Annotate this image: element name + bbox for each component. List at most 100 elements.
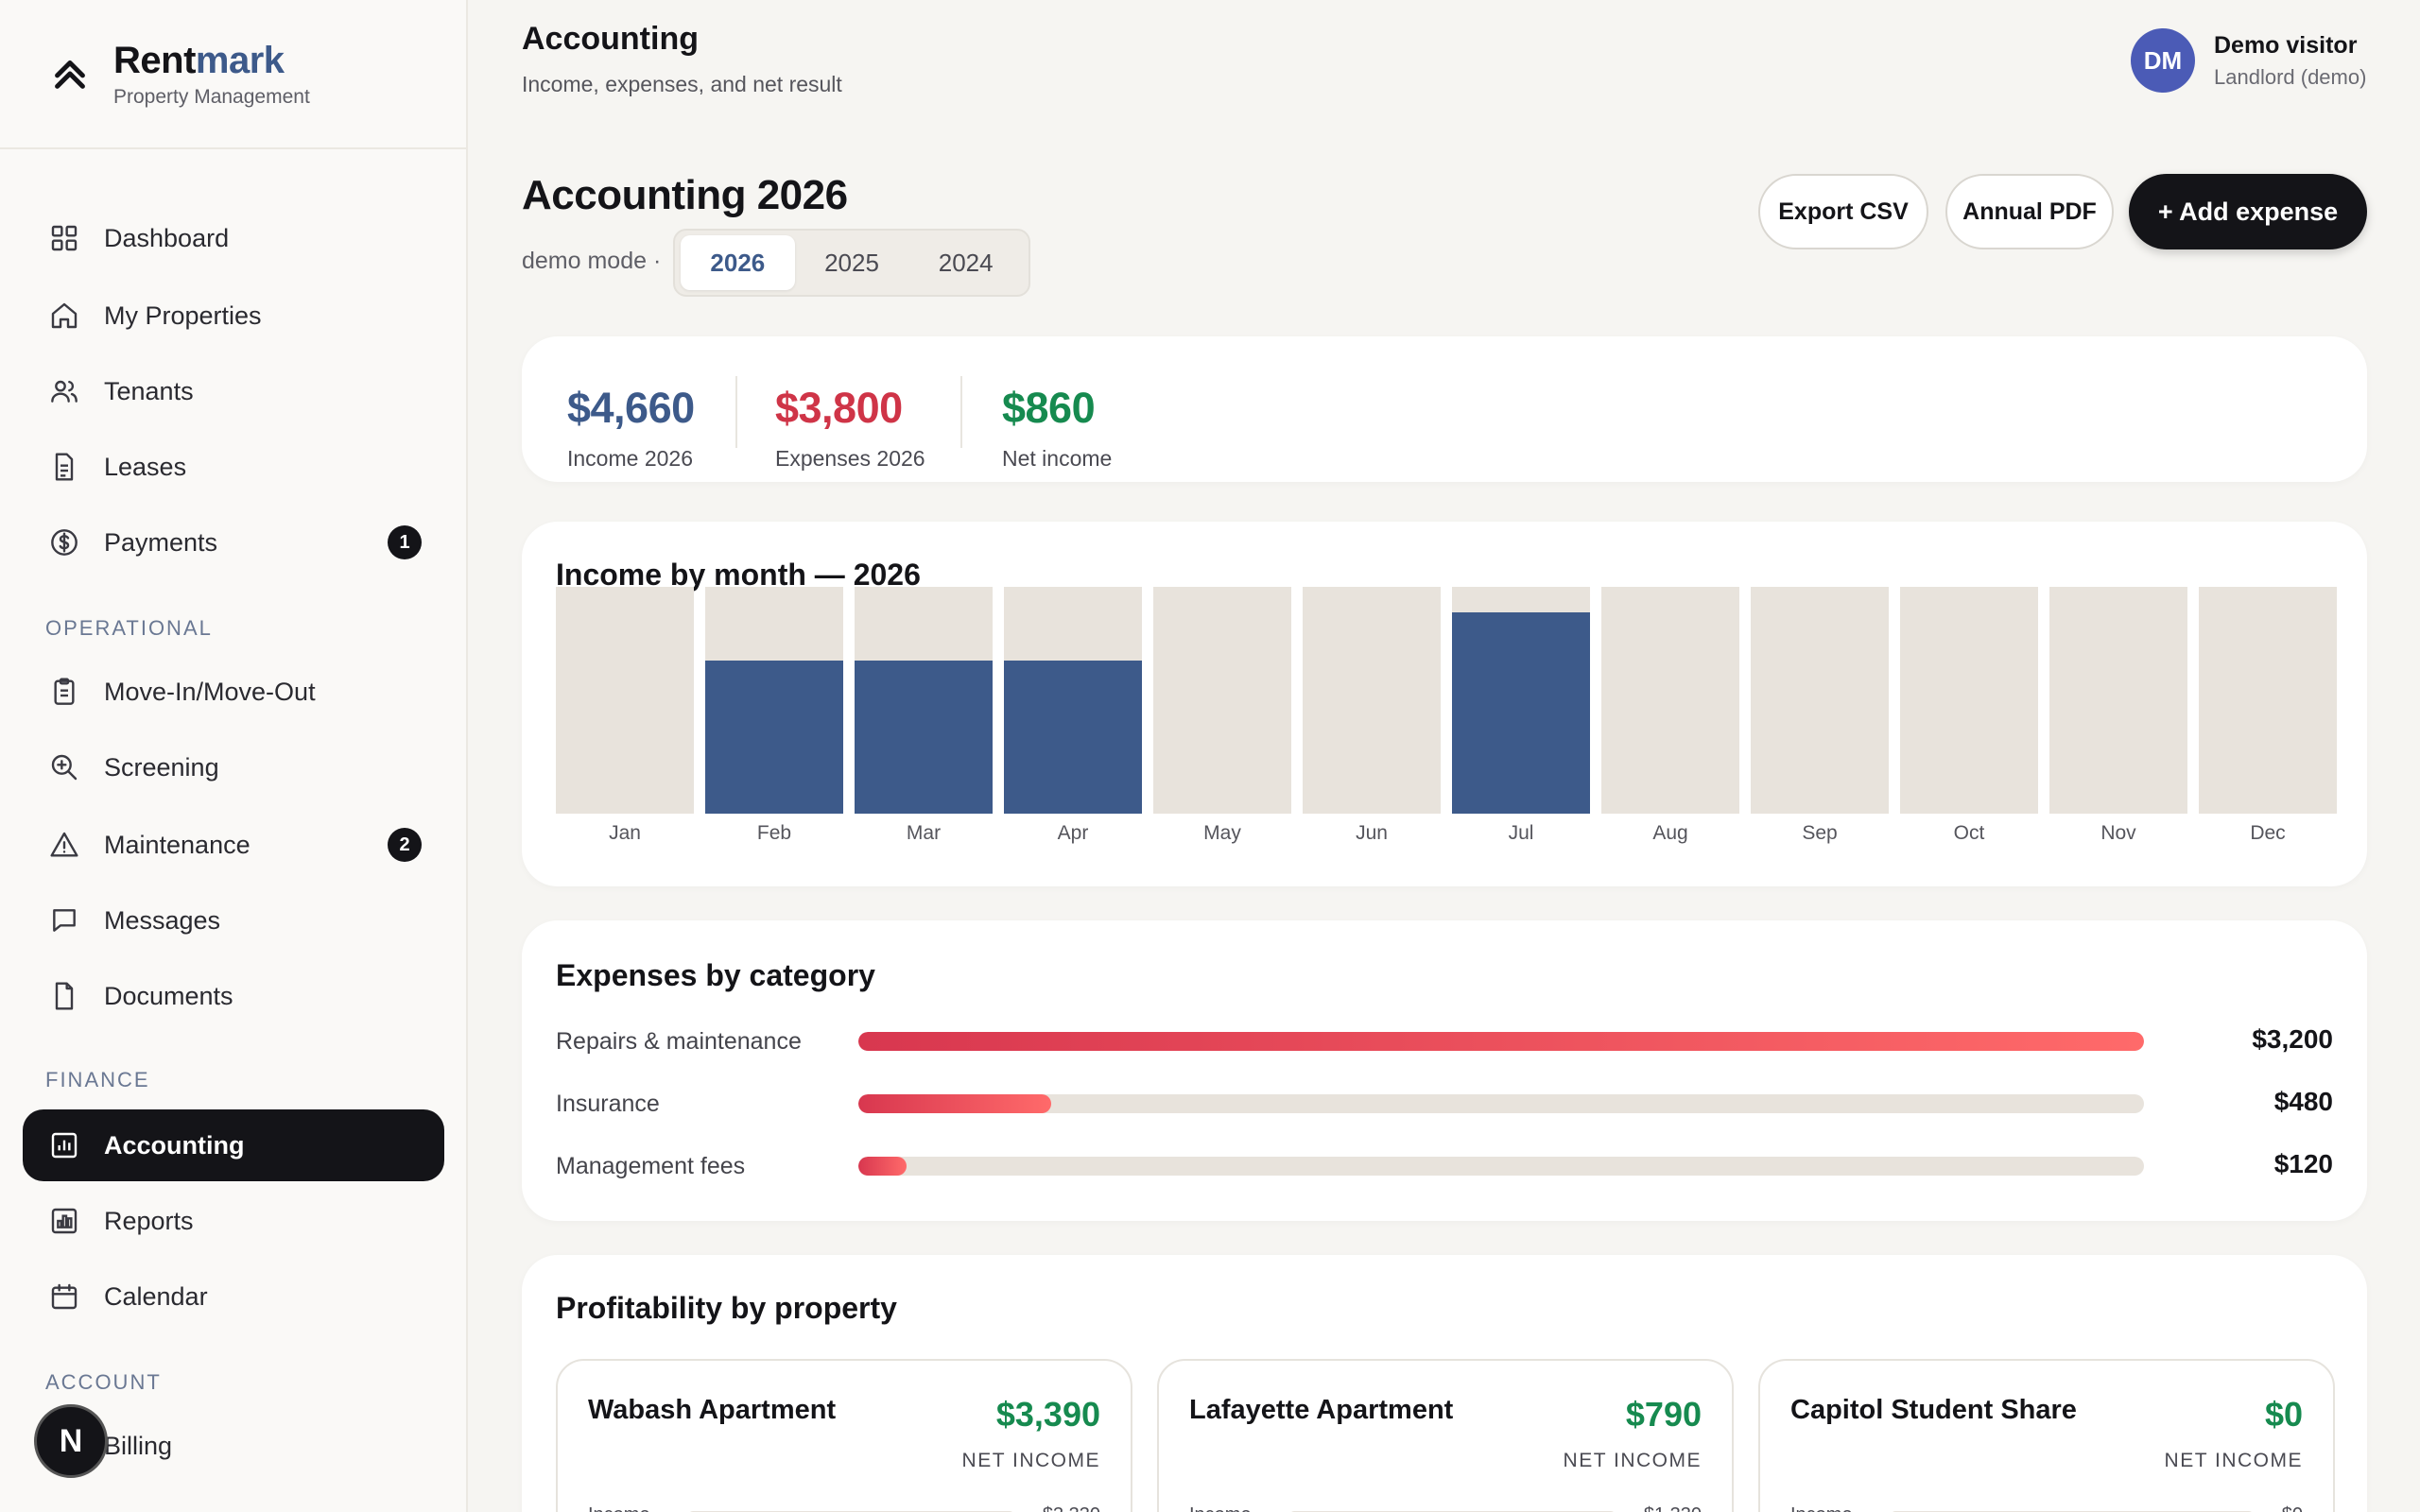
sidebar-item-label: Messages [104, 905, 221, 935]
month-label: May [1203, 822, 1241, 844]
property-card-lafayette[interactable]: Lafayette Apartment $790 NET INCOME Inco… [1157, 1359, 1734, 1512]
sidebar-item-label: Payments [104, 527, 218, 557]
search-plus-icon [48, 751, 80, 783]
net-income-label: NET INCOME [2164, 1450, 2303, 1471]
sidebar-item-messages[interactable]: Messages [23, 885, 444, 956]
category-label: Repairs & maintenance [556, 1028, 802, 1055]
section-label-finance: FINANCE [45, 1068, 150, 1091]
kpi-label: Net income [1002, 446, 1113, 471]
property-name: Lafayette Apartment [1189, 1395, 1454, 1425]
sidebar-item-screening[interactable]: Screening [23, 731, 444, 803]
message-icon [48, 904, 80, 936]
brand-subtitle: Property Management [113, 85, 310, 108]
property-income-row: Income $0 [1790, 1504, 2303, 1512]
brand[interactable]: Rentmark Property Management [0, 0, 466, 149]
month-label: Feb [756, 822, 792, 844]
row-value: $0 [2282, 1504, 2303, 1512]
kpi-label: Income 2026 [567, 446, 693, 471]
sidebar-item-dashboard[interactable]: Dashboard [23, 202, 444, 274]
accounting-title: Accounting 2026 [522, 172, 848, 218]
user-name: Demo visitor [2214, 31, 2358, 59]
brand-name: Rentmark [113, 39, 285, 81]
users-icon [48, 375, 80, 407]
sidebar-item-leases[interactable]: Leases [23, 431, 444, 503]
property-card-capitol[interactable]: Capitol Student Share $0 NET INCOME Inco… [1758, 1359, 2335, 1512]
sidebar-item-payments[interactable]: Payments 1 [23, 507, 444, 578]
sidebar-item-label: Leases [104, 452, 187, 481]
sidebar-item-maintenance[interactable]: Maintenance 2 [23, 809, 444, 881]
month-label: Mar [906, 822, 942, 844]
clipboard-icon [48, 676, 80, 708]
sidebar-item-calendar[interactable]: Calendar [23, 1261, 444, 1332]
month-label: Sep [1802, 822, 1838, 844]
month-label: Nov [2100, 822, 2136, 844]
category-value: $120 [2273, 1149, 2333, 1178]
month-label: Jan [609, 822, 641, 844]
month-label: Jun [1356, 822, 1388, 844]
kpi-value: $3,800 [775, 384, 903, 432]
sidebar-item-label: Move-In/Move-Out [104, 677, 316, 706]
sidebar-item-label: Documents [104, 981, 233, 1010]
grid-icon [48, 222, 80, 254]
sidebar-item-label: Billing [104, 1431, 173, 1460]
annual-pdf-button[interactable]: Annual PDF [1945, 174, 2114, 249]
property-net-income: $790 [1625, 1395, 1702, 1434]
kpi-card: $4,660 Income 2026 $3,800 Expenses 2026 … [522, 336, 2367, 482]
dev-tools-button[interactable]: N [34, 1404, 108, 1478]
category-bar [858, 1032, 2144, 1051]
demo-mode-label: demo mode · [522, 248, 662, 274]
kpi-value: $860 [1002, 384, 1096, 432]
add-expense-button[interactable]: + Add expense [2129, 174, 2367, 249]
sidebar-item-label: Maintenance [104, 830, 251, 859]
row-label: Income [588, 1504, 650, 1512]
month-label: Dec [2250, 822, 2286, 844]
sidebar-item-move-in-move-out[interactable]: Move-In/Move-Out [23, 656, 444, 728]
kpi-label: Expenses 2026 [775, 446, 925, 471]
row-value: $1,330 [1644, 1504, 1702, 1512]
property-income-row: Income $1,330 [1189, 1504, 1702, 1512]
document-icon [48, 451, 80, 483]
tab-year-2026[interactable]: 2026 [681, 235, 795, 290]
net-income-label: NET INCOME [961, 1450, 1100, 1471]
kpi-income: $4,660 Income 2026 [567, 384, 695, 472]
expenses-title: Expenses by category [556, 958, 875, 992]
property-name: Capitol Student Share [1790, 1395, 2077, 1425]
property-income-row: Income $3,330 [588, 1504, 1100, 1512]
sidebar: Rentmark Property Management Dashboard M… [0, 0, 468, 1512]
page-title: Accounting [522, 21, 699, 57]
sidebar-item-label: Accounting [104, 1130, 245, 1160]
user-menu[interactable]: DM Demo visitor Landlord (demo) [2131, 28, 2366, 93]
tab-year-2024[interactable]: 2024 [938, 248, 994, 277]
row-value: $3,330 [1043, 1504, 1100, 1512]
dollar-circle-icon [48, 526, 80, 558]
row-label: Income [1189, 1504, 1252, 1512]
sidebar-item-label: Calendar [104, 1281, 208, 1311]
month-label: Apr [1057, 822, 1089, 844]
bar-chart-icon [48, 1129, 80, 1161]
category-value: $3,200 [2252, 1024, 2333, 1054]
category-bar-track [858, 1094, 2144, 1113]
sidebar-item-reports[interactable]: Reports [23, 1185, 444, 1257]
chevrons-up-icon [45, 49, 95, 98]
row-label: Income [1790, 1504, 1853, 1512]
export-csv-button[interactable]: Export CSV [1758, 174, 1928, 249]
file-icon [48, 980, 80, 1012]
property-net-income: $3,390 [995, 1395, 1100, 1434]
profitability-title: Profitability by property [556, 1291, 897, 1325]
section-label-operational: OPERATIONAL [45, 616, 213, 640]
tab-year-2025[interactable]: 2025 [824, 248, 879, 277]
notification-badge: 2 [388, 828, 422, 862]
sidebar-item-documents[interactable]: Documents [23, 960, 444, 1032]
sidebar-item-tenants[interactable]: Tenants [23, 355, 444, 427]
section-label-account: ACCOUNT [45, 1370, 162, 1394]
calendar-icon [48, 1280, 80, 1313]
month-label: Jul [1508, 822, 1534, 844]
month-label: Oct [1953, 822, 1985, 844]
sidebar-item-accounting[interactable]: Accounting [23, 1109, 444, 1181]
home-icon [48, 300, 80, 332]
sidebar-item-my-properties[interactable]: My Properties [23, 280, 444, 352]
sidebar-item-label: Reports [104, 1206, 194, 1235]
sidebar-item-billing[interactable]: Billing [23, 1410, 444, 1482]
property-card-wabash[interactable]: Wabash Apartment $3,390 NET INCOME Incom… [556, 1359, 1132, 1512]
chart-icon [48, 1205, 80, 1237]
